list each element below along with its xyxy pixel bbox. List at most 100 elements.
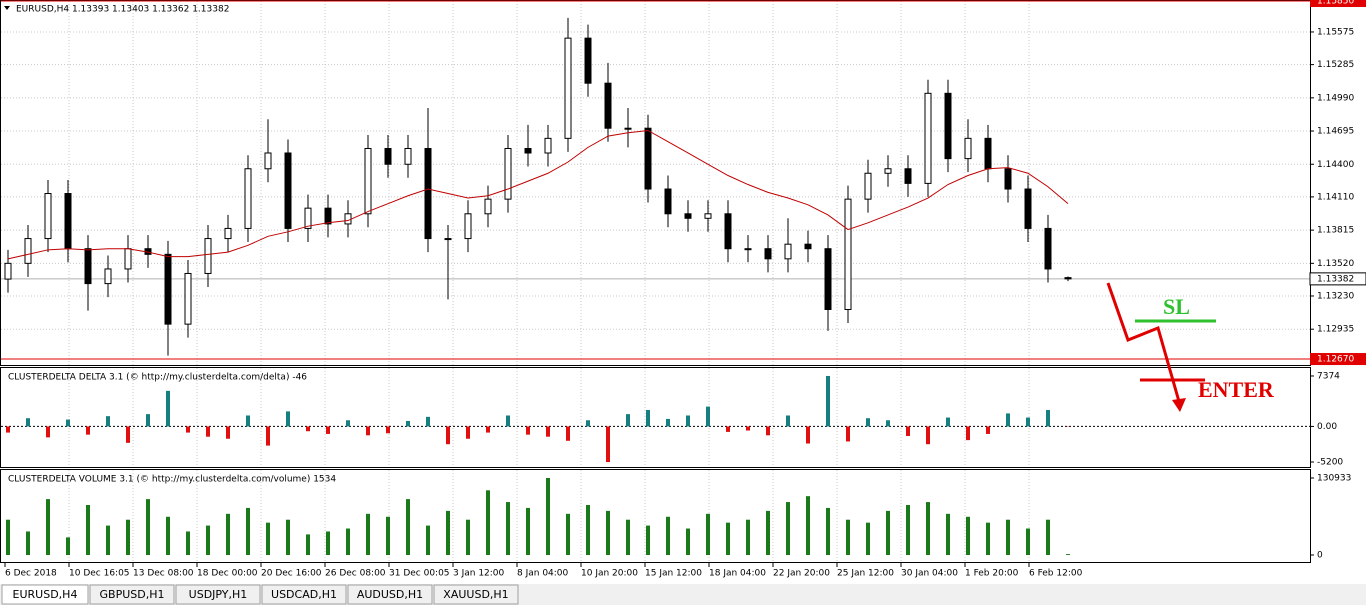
volume-bar	[806, 496, 810, 555]
volume-bar	[166, 516, 170, 555]
volume-bar	[986, 522, 990, 555]
candle-body	[224, 227, 232, 240]
candle-body	[724, 213, 732, 250]
delta-bar	[266, 426, 270, 446]
delta-bar	[1006, 413, 1010, 427]
y-tick-label: 1.14400	[1317, 160, 1354, 170]
volume-bar	[226, 513, 230, 555]
volume-bar	[706, 513, 710, 555]
volume-bar	[866, 522, 870, 555]
tab-label[interactable]: AUDUSD,H1	[357, 588, 423, 601]
candle-body	[984, 137, 992, 170]
x-tick-label: 13 Dec 08:00	[133, 569, 194, 579]
tab-label[interactable]: EURUSD,H4	[13, 588, 78, 601]
candle-body	[944, 92, 952, 160]
candle-body	[204, 238, 212, 274]
x-tick-label: 26 Dec 08:00	[325, 569, 386, 579]
y-tick-label: 1.13520	[1317, 259, 1354, 269]
delta-bar	[286, 411, 290, 427]
candle-body	[804, 243, 812, 250]
x-tick-label: 6 Dec 2018	[5, 569, 57, 579]
tab-label[interactable]: GBPUSD,H1	[100, 588, 165, 601]
volume-bar	[886, 510, 890, 555]
delta-bar	[546, 426, 550, 437]
x-tick-label: 18 Dec 00:00	[197, 569, 258, 579]
volume-bar	[66, 537, 70, 555]
volume-bar	[426, 525, 430, 555]
candle-body	[404, 147, 412, 165]
candle-body	[1044, 227, 1052, 270]
grid-layer: 6 Dec 2018 10 Dec 16:05 13 Dec 08:00 18 Dec…	[1, 1, 1354, 579]
candle-body	[304, 207, 312, 229]
delta-bar	[746, 426, 750, 431]
delta-bar	[26, 418, 30, 427]
x-tick-label: 22 Jan 20:00	[773, 569, 830, 579]
delta-bar	[486, 426, 490, 433]
volume-bar	[626, 519, 630, 555]
volume-bar	[326, 531, 330, 555]
candle-body	[384, 147, 392, 165]
delta-bar	[406, 420, 410, 427]
candle-body	[284, 152, 292, 229]
volume-bar	[186, 531, 190, 555]
candle-body	[884, 168, 892, 174]
delta-bar	[166, 390, 170, 427]
volume-bar	[586, 505, 590, 555]
y-tick-label: 1.15285	[1317, 60, 1354, 70]
delta-bar	[586, 420, 590, 427]
volume-bar	[26, 531, 30, 555]
level-label: 1.15850	[1317, 0, 1354, 7]
tab[interactable]	[1, 584, 89, 605]
volume-title: CLUSTERDELTA VOLUME 3.1 (© http://my.clu…	[8, 475, 336, 485]
x-tick-label: 15 Jan 12:00	[645, 569, 702, 579]
x-tick-label: 1 Feb 20:00	[965, 569, 1019, 579]
candle-body	[164, 253, 172, 325]
candle-body	[364, 147, 372, 215]
tab[interactable]	[433, 584, 519, 605]
tab-label[interactable]: USDJPY,H1	[189, 588, 248, 601]
x-tick-label: 10 Dec 16:05	[69, 569, 130, 579]
menu-arrow[interactable]	[4, 6, 10, 10]
candle-body	[704, 213, 712, 219]
tab-label[interactable]: XAUUSD,H1	[443, 588, 508, 601]
volume-bar	[306, 534, 310, 555]
chart-title: EURUSD,H4 1.13393 1.13403 1.13362 1.1338…	[16, 5, 229, 15]
candle-body	[184, 272, 192, 325]
y-tick-label: 1.14110	[1317, 192, 1354, 202]
x-tick-label: 6 Feb 12:00	[1029, 569, 1083, 579]
volume-bar	[946, 513, 950, 555]
delta-bar	[966, 426, 970, 441]
volume-bar	[906, 505, 910, 555]
volume-bar	[686, 528, 690, 555]
delta-bar	[506, 415, 510, 427]
volume-bar	[266, 522, 270, 555]
candle-body	[964, 137, 972, 160]
volume-bar	[926, 502, 930, 555]
delta-bar	[366, 426, 370, 436]
delta-bar	[206, 426, 210, 437]
delta-bar	[1046, 410, 1050, 427]
volume-bar	[126, 519, 130, 555]
x-tick-label: 8 Jan 04:00	[517, 569, 569, 579]
candle-body	[44, 193, 52, 240]
tab-label[interactable]: USDCAD,H1	[271, 588, 337, 601]
tab[interactable]	[347, 584, 433, 605]
x-tick-label: 3 Jan 12:00	[453, 569, 505, 579]
candle-body	[464, 213, 472, 240]
volume-bar	[1006, 519, 1010, 555]
volume-bar	[826, 507, 830, 555]
enter-label: ENTER	[1198, 377, 1275, 402]
zigzag	[1106, 282, 1182, 406]
candle-body	[584, 37, 592, 84]
candle-body	[244, 168, 252, 229]
delta-bar	[986, 426, 990, 434]
candle-body	[84, 248, 92, 285]
tab[interactable]	[89, 584, 175, 605]
candle-body	[544, 137, 552, 154]
tab[interactable]	[175, 584, 261, 605]
delta-bar	[326, 426, 330, 434]
delta-bar	[806, 426, 810, 444]
tab[interactable]	[261, 584, 347, 605]
